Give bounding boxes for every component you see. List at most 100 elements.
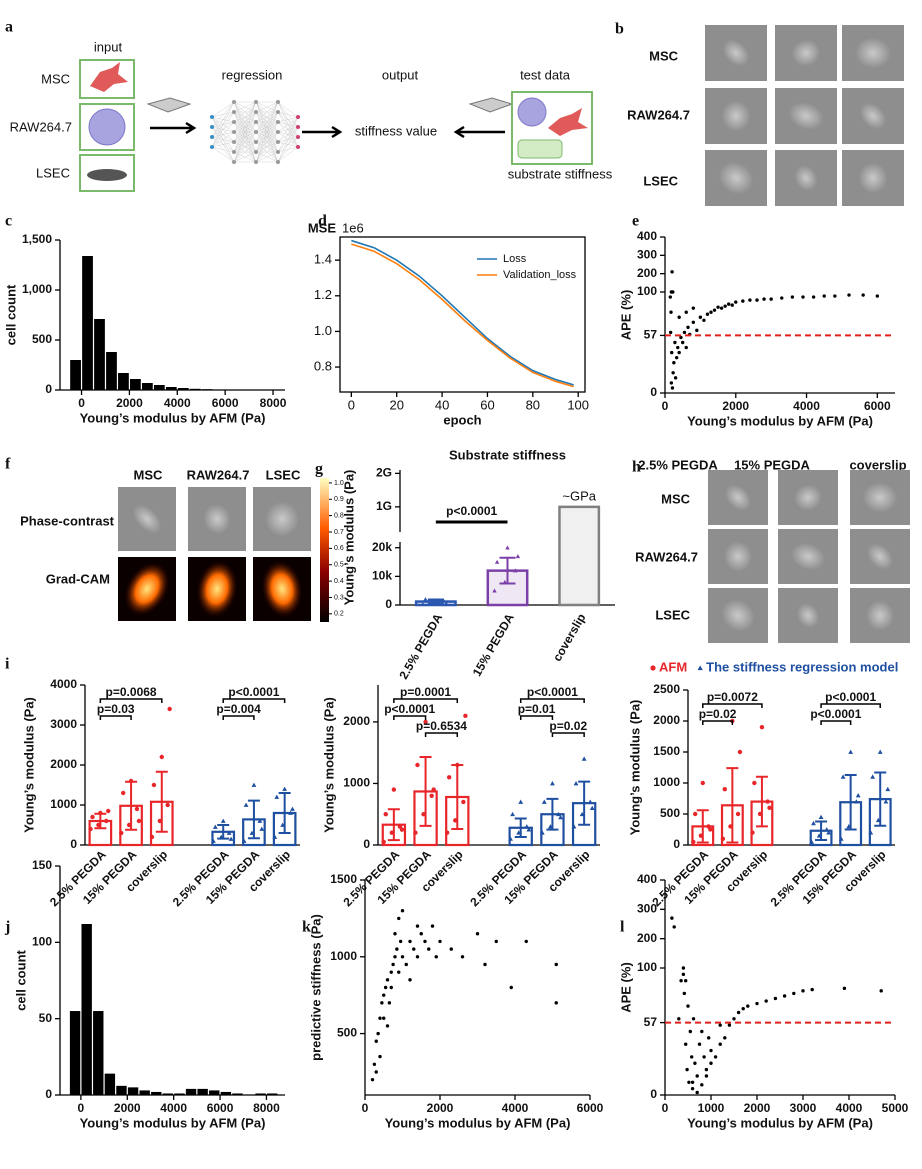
label: test data <box>520 67 571 82</box>
point <box>773 996 778 1001</box>
panel-letter: h <box>632 459 641 476</box>
y-tick-label: 0 <box>673 837 680 851</box>
histogram-bar <box>255 1093 266 1095</box>
point <box>684 979 688 983</box>
network-edge <box>233 101 257 113</box>
point <box>673 340 677 345</box>
network-edge <box>255 101 279 163</box>
axis-offset: 1e6 <box>342 220 364 235</box>
row-label: MSC <box>649 48 679 63</box>
network-edge <box>211 101 235 118</box>
comparison-bracket <box>519 715 554 720</box>
point <box>282 786 288 791</box>
y-tick-label: 0 <box>70 837 77 851</box>
p-value: p=0.0068 <box>106 685 157 699</box>
point <box>682 330 687 335</box>
point <box>704 1074 709 1078</box>
point <box>741 299 745 303</box>
point <box>387 1001 392 1005</box>
histogram-bar <box>220 1091 232 1095</box>
point <box>378 1016 382 1020</box>
error-bar <box>755 775 768 828</box>
point <box>741 1006 745 1011</box>
x-tick-label: 0 <box>78 1101 85 1115</box>
point <box>374 1070 378 1074</box>
point <box>393 955 397 959</box>
network-node <box>254 100 258 104</box>
colorbar-tick-label: 0.3 <box>334 594 344 601</box>
comparison-bracket <box>820 703 881 708</box>
y-tick-label: 1500 <box>330 872 357 886</box>
colorbar-tick-label: 0.2 <box>334 611 344 618</box>
panel-letter: l <box>620 919 625 936</box>
histogram-bar <box>153 385 165 390</box>
point <box>730 303 734 307</box>
colorbar-tick-label: 0.4 <box>334 578 344 585</box>
y-tick-label: 200 <box>637 931 657 945</box>
y-tick-label: 4000 <box>50 677 77 691</box>
network-edge <box>211 101 235 138</box>
point <box>801 295 805 299</box>
point <box>431 600 436 605</box>
histogram-bar <box>189 388 201 390</box>
network-node <box>232 150 236 154</box>
point <box>391 787 397 792</box>
point <box>732 1017 736 1021</box>
y-axis-label: Young’s modulus (Pa) <box>341 470 356 606</box>
point <box>690 1080 695 1085</box>
point <box>875 294 880 298</box>
point <box>571 824 577 829</box>
network-node <box>232 140 236 144</box>
point <box>434 955 438 959</box>
gradcam: f MSC RAW264.7 LSEC Phase-contrast Grad-… <box>5 456 329 622</box>
histogram-bar <box>165 387 177 390</box>
point <box>415 955 420 959</box>
point <box>670 386 675 390</box>
point <box>460 955 465 959</box>
point <box>581 756 587 761</box>
point <box>709 310 713 314</box>
y-tick-label: 300 <box>637 902 657 916</box>
point <box>463 713 468 718</box>
point <box>704 1067 709 1072</box>
cell-label: MSC <box>41 71 70 86</box>
point <box>681 972 686 977</box>
y-tick-label: 2000 <box>343 714 370 728</box>
panel-letter: i <box>5 656 10 673</box>
y-axis-label: cell count <box>13 949 28 1010</box>
point <box>826 830 832 835</box>
histogram-bar <box>174 1093 185 1095</box>
error-bar <box>155 770 168 833</box>
point <box>558 814 563 820</box>
point <box>380 1001 384 1005</box>
point <box>693 1061 697 1065</box>
point <box>376 1031 380 1036</box>
point <box>121 790 126 796</box>
y-tick-label: 2G <box>376 466 392 480</box>
point <box>431 787 436 792</box>
device-icon <box>468 97 514 113</box>
error-bar <box>278 792 291 834</box>
point <box>691 306 696 310</box>
x-tick-label: 4000 <box>793 399 820 413</box>
cell <box>790 542 826 571</box>
point <box>149 834 155 840</box>
cell <box>854 37 892 69</box>
point <box>670 350 674 355</box>
point <box>695 1074 699 1078</box>
y-tick-label: 20k <box>372 540 392 554</box>
y-tick-label: 1,000 <box>22 282 52 296</box>
y-tick-label: 400 <box>637 872 657 886</box>
cell <box>865 600 895 631</box>
network-node <box>254 130 258 134</box>
colorbar-tick-label: 0.7 <box>334 529 344 536</box>
point <box>684 1042 688 1046</box>
comparison-bracket <box>551 732 585 737</box>
panel-letter: a <box>5 19 13 36</box>
box <box>79 59 135 99</box>
point <box>494 559 500 564</box>
y-axis-label: MSE <box>308 220 337 235</box>
point <box>677 1017 681 1021</box>
y-tick-label: 57 <box>644 328 658 342</box>
line <box>351 243 574 388</box>
